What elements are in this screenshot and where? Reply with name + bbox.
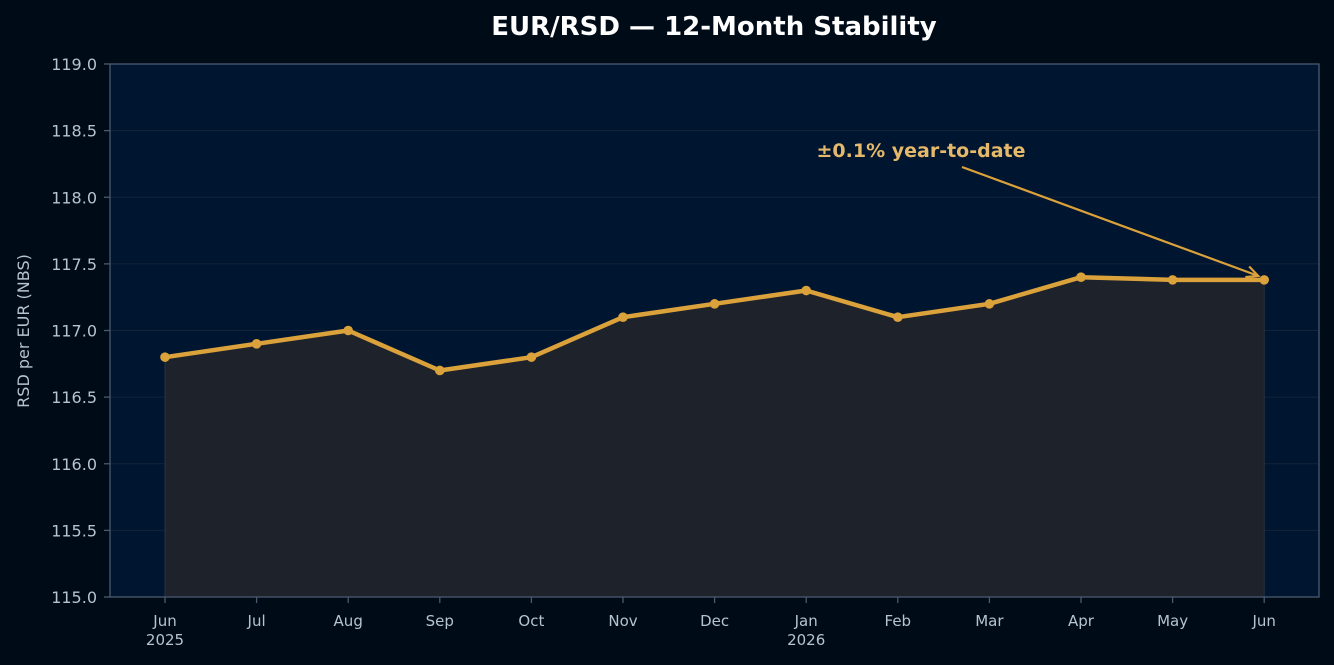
- x-tick-sublabel: 2026: [787, 631, 825, 649]
- data-point: [893, 312, 903, 322]
- y-tick-label: 117.0: [51, 322, 97, 341]
- x-tick-label: Mar: [975, 612, 1004, 630]
- x-tick-label: Jul: [247, 612, 266, 630]
- annotation: ±0.1% year-to-date: [817, 140, 1261, 279]
- y-axis: 115.0 115.5 116.0 116.5 117.0 117.5 118.0 118.5…: [51, 55, 110, 607]
- data-point: [343, 325, 354, 336]
- data-point: [435, 365, 445, 376]
- x-tick-label: Jun: [152, 612, 176, 630]
- x-tick-label: Jan: [794, 612, 818, 630]
- x-tick-label: Oct: [518, 612, 544, 630]
- data-point: [1259, 275, 1269, 285]
- data-point: [984, 299, 995, 309]
- y-tick-label: 118.5: [51, 122, 97, 141]
- x-tick-sublabel: 2025: [146, 631, 184, 649]
- y-tick-label: 117.5: [51, 255, 97, 274]
- y-tick-label: 115.0: [51, 588, 97, 607]
- x-tick-label: May: [1157, 612, 1188, 630]
- data-point: [251, 339, 262, 349]
- y-tick-label: 116.5: [51, 388, 97, 407]
- data-point: [618, 312, 628, 322]
- annotation-text: ±0.1% year-to-date: [817, 140, 1026, 162]
- y-tick-label: 119.0: [51, 55, 97, 74]
- annotation-arrowhead: [1245, 265, 1261, 279]
- y-axis-label: RSD per EUR (NBS): [14, 254, 33, 408]
- x-tick-label: Sep: [426, 612, 454, 630]
- data-point: [160, 352, 170, 362]
- x-tick-label: Apr: [1068, 612, 1095, 630]
- data-point: [709, 299, 720, 309]
- x-tick-label: Aug: [334, 612, 363, 630]
- x-tick-label: Dec: [700, 612, 729, 630]
- annotation-arrow: [961, 165, 1259, 277]
- x-tick-label: Nov: [608, 612, 637, 630]
- data-point: [1167, 275, 1178, 285]
- data-points: [160, 272, 1269, 376]
- x-tick-label: Feb: [885, 612, 912, 630]
- x-tick-label: Jun: [1251, 612, 1275, 630]
- data-point: [801, 285, 811, 296]
- data-point: [1076, 272, 1086, 283]
- data-point: [526, 352, 537, 362]
- chart-title: EUR/RSD — 12-Month Stability: [491, 12, 937, 42]
- y-tick-label: 116.0: [51, 455, 97, 474]
- y-tick-label: 115.5: [51, 521, 97, 540]
- y-tick-label: 118.0: [51, 188, 97, 207]
